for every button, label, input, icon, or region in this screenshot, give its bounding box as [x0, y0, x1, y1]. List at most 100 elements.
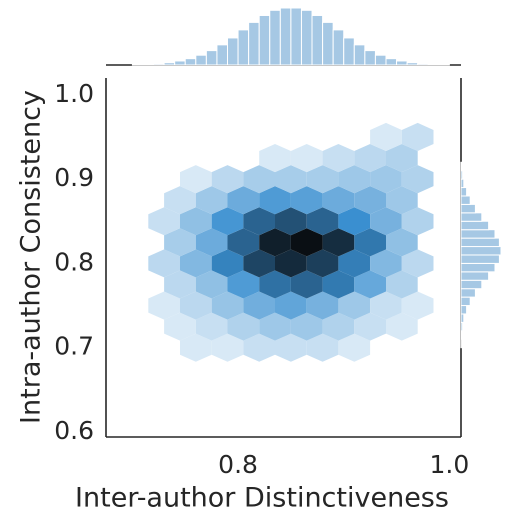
hex-cell: [306, 207, 339, 236]
marginal-x-bar: [258, 14, 271, 66]
marginal-x-bar: [322, 21, 334, 66]
marginal-x-bar: [427, 63, 440, 66]
marginal-x-bar: [174, 60, 186, 66]
marginal-x-bar: [300, 9, 313, 66]
marginal-x-bar: [131, 63, 144, 66]
hex-cell: [386, 144, 418, 173]
hex-cell: [259, 270, 291, 299]
hex-cell: [195, 312, 228, 341]
hex-cell: [306, 291, 339, 320]
hex-cell: [259, 228, 291, 257]
hex-cell: [290, 228, 323, 257]
hex-cell: [275, 333, 307, 362]
marginal-x-bar: [396, 60, 408, 66]
marginal-y-bar: [460, 195, 471, 205]
marginal-y-bar: [460, 237, 500, 248]
hex-cell: [243, 333, 275, 362]
hex-cell: [386, 270, 418, 299]
marginal-x-bar: [195, 54, 207, 66]
marginal-x-bar: [385, 58, 398, 66]
hex-cell: [164, 186, 196, 215]
hex-cell: [148, 249, 180, 278]
hex-cell: [180, 333, 212, 362]
marginal-y-bar: [460, 161, 463, 172]
marginal-y-bar: [460, 246, 502, 256]
marginal-y-bar: [460, 178, 465, 189]
marginal-x-bar: [248, 21, 260, 66]
marginal-y-bar: [460, 330, 463, 340]
hex-cell: [338, 207, 371, 236]
x-axis-label: Inter-author Distinctiveness: [75, 483, 449, 513]
marginal-y-bar: [460, 262, 496, 273]
y-axis-label: Intra-author Consistency: [16, 90, 47, 424]
hex-cell: [227, 270, 260, 299]
hex-cell: [148, 291, 180, 320]
hex-cell: [401, 207, 434, 236]
hex-cell: [180, 291, 212, 320]
marginal-x-bar: [374, 54, 387, 66]
hex-cell: [322, 228, 355, 257]
hex-cell: [386, 228, 418, 257]
hex-cell: [322, 144, 355, 173]
marginal-x-bar: [332, 29, 345, 66]
hex-cell: [275, 165, 307, 194]
hex-cell: [290, 270, 323, 299]
marginal-x-bar: [311, 14, 324, 66]
marginal-y-bar: [460, 203, 476, 214]
marginal-y-bar: [460, 212, 483, 222]
marginal-x-bar: [406, 62, 419, 66]
marginal-y-bar: [460, 288, 476, 298]
hex-cell: [338, 333, 371, 362]
plot-area: [148, 122, 434, 362]
hex-cell: [227, 312, 260, 341]
hex-cell: [211, 291, 244, 320]
marginal-x-bar: [227, 37, 239, 66]
hex-cell: [180, 165, 212, 194]
marginal-x-bar: [417, 63, 429, 66]
marginal-x-bar: [237, 29, 250, 66]
marginal-y-bar: [460, 271, 490, 281]
marginal-x-bar: [163, 62, 176, 66]
hex-cell: [322, 186, 355, 215]
hex-cell: [401, 291, 434, 320]
marginal-y-bar: [460, 187, 468, 197]
marginal-y-bar: [460, 279, 483, 290]
hex-cell: [180, 207, 212, 236]
marginal-y-bar: [460, 296, 471, 307]
marginal-x-bar: [205, 50, 218, 66]
hex-cell: [227, 228, 260, 257]
hex-cell: [370, 122, 402, 151]
hex-cell: [195, 270, 228, 299]
marginal-x-bar: [184, 58, 197, 66]
y-tick-label: 1.0: [54, 79, 94, 108]
hex-cell: [401, 165, 434, 194]
hex-cell: [243, 165, 275, 194]
hex-cell: [338, 291, 371, 320]
hex-cell: [354, 270, 386, 299]
marginal-x-bar: [269, 9, 281, 66]
hex-cell: [259, 144, 291, 173]
hex-cell: [275, 249, 307, 278]
hex-cell: [338, 249, 371, 278]
hex-cell: [354, 186, 386, 215]
hex-cell: [243, 249, 275, 278]
marginal-y-bar: [460, 321, 464, 332]
y-tick-label: 0.6: [54, 416, 94, 445]
hex-cell: [180, 249, 212, 278]
marginal-x-bar: [153, 63, 165, 66]
hex-cell: [148, 207, 180, 236]
marginal-x-bar: [364, 50, 376, 66]
hex-cell: [354, 228, 386, 257]
y-tick-label: 0.7: [54, 332, 94, 361]
hex-cell: [227, 186, 260, 215]
hex-cell: [370, 291, 402, 320]
marginal-x-bar: [216, 44, 229, 66]
hex-cell: [401, 249, 434, 278]
marginal-x-bar: [279, 7, 292, 66]
hex-cell: [275, 207, 307, 236]
marginal-y-bar: [460, 229, 496, 239]
hex-cell: [195, 186, 228, 215]
x-tick-label: 0.8: [218, 450, 258, 479]
hex-cell: [275, 291, 307, 320]
hex-cell: [322, 312, 355, 341]
